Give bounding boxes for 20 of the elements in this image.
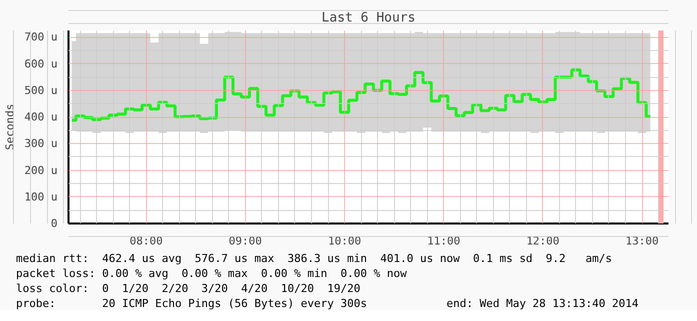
y-tick-label: 100 u bbox=[24, 190, 58, 204]
y-tick-label: 700 u bbox=[24, 30, 58, 44]
text: median rtt: 462.4 us avg 576.7 us max 386.3 us min 401.0 us now 0.1 ms sd 9.2 am/s bbox=[15, 251, 612, 266]
y-tick-label: 300 u bbox=[24, 137, 58, 150]
y-tick-label: 0 bbox=[50, 217, 58, 230]
y-tick-label: 600 u bbox=[24, 57, 58, 70]
x-tick-label: 11:00 bbox=[427, 234, 460, 248]
x-tick-label: 13:00 bbox=[625, 234, 659, 248]
text: probe: 20 ICMP Echo Pings (56 Bytes) every 300s end: Wed May 28 13:13:40 2014 bbox=[15, 296, 639, 311]
x-tick-label: 08:00 bbox=[130, 234, 163, 248]
x-tick-label: 09:00 bbox=[228, 234, 262, 248]
y-axis-title: Seconds bbox=[3, 104, 16, 150]
x-tick-label: 10:00 bbox=[328, 234, 362, 248]
text: packet loss: 0.00 % avg 0.00 % max 0.00 % min 0.00 % now bbox=[15, 266, 407, 281]
y-tick-label: 400 u bbox=[24, 110, 58, 124]
chart-title: Last 6 Hours bbox=[322, 10, 416, 26]
y-tick-label: 200 u bbox=[24, 164, 58, 177]
text: loss color: 0 1/20 2/20 3/20 4/20 10/20 19/20 bbox=[15, 281, 360, 296]
x-tick-label: 12:00 bbox=[526, 234, 560, 248]
y-tick-label: 500 u bbox=[24, 84, 58, 97]
